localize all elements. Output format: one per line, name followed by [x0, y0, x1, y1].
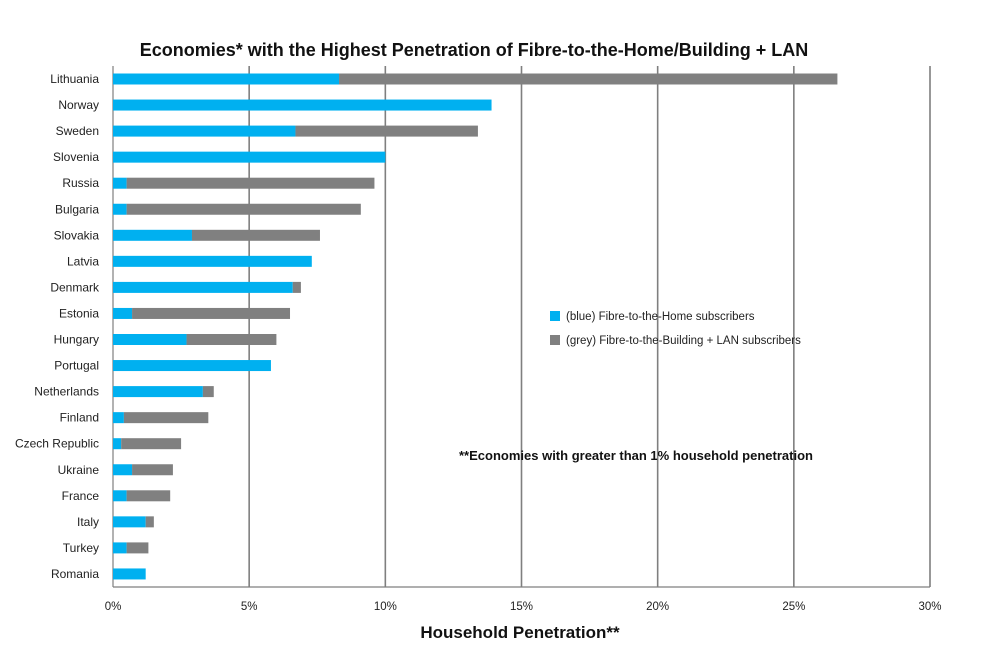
bar-hungary-fibre-building-lan	[186, 334, 277, 345]
x-tick-5: 5%	[241, 601, 258, 613]
bar-latvia-fibre-home	[113, 255, 312, 267]
category-label-france: France	[62, 489, 100, 503]
category-label-turkey: Turkey	[63, 541, 99, 555]
category-label-czech-republic: Czech Republic	[15, 437, 99, 451]
bar-netherlands-fibre-building-lan	[202, 386, 214, 398]
bar-denmark-fibre-building-lan	[292, 281, 301, 293]
legend-label-fibre-building-lan: (grey) Fibre-to-the-Building + LAN subsc…	[566, 335, 801, 347]
category-label-norway: Norway	[58, 98, 99, 112]
bar-ukraine-fibre-building-lan	[132, 464, 173, 476]
category-label-slovenia: Slovenia	[53, 150, 99, 164]
category-label-hungary: Hungary	[54, 333, 99, 347]
bar-finland-fibre-building-lan	[123, 412, 209, 424]
category-label-lithuania: Lithuania	[50, 72, 99, 86]
category-label-sweden: Sweden	[56, 124, 99, 138]
legend: (blue) Fibre-to-the-Home subscribers (gr…	[550, 311, 801, 347]
annotation-note: **Economies with greater than 1% househo…	[459, 448, 813, 463]
category-label-slovakia: Slovakia	[54, 228, 100, 242]
bar-portugal-fibre-home	[113, 360, 271, 372]
bar-slovakia-fibre-home	[113, 229, 192, 241]
bar-slovakia-fibre-building-lan	[191, 229, 320, 241]
x-tick-20: 20%	[646, 601, 669, 613]
bar-slovenia-fibre-home	[113, 151, 386, 163]
category-label-romania: Romania	[51, 567, 99, 581]
bar-italy-fibre-building-lan	[145, 516, 154, 528]
grid-lines	[112, 66, 931, 588]
bar-estonia-fibre-building-lan	[132, 307, 291, 319]
legend-swatch-fibre-building-lan	[550, 335, 560, 345]
bar-ukraine-fibre-home	[113, 464, 133, 476]
bar-finland-fibre-home	[113, 412, 124, 424]
legend-swatch-fibre-home	[550, 311, 560, 321]
bar-czech-republic-fibre-home	[113, 438, 122, 450]
bar-russia-fibre-building-lan	[126, 177, 375, 189]
bar-sweden-fibre-home	[113, 125, 296, 137]
bar-bulgaria-fibre-building-lan	[126, 203, 361, 215]
category-label-finland: Finland	[60, 411, 99, 425]
category-label-estonia: Estonia	[59, 306, 99, 320]
bar-italy-fibre-home	[113, 516, 146, 528]
category-label-italy: Italy	[77, 515, 99, 529]
x-tick-labels: 0% 5% 10% 15% 20% 25% 30%	[105, 601, 942, 613]
x-tick-0: 0%	[105, 601, 122, 613]
bar-denmark-fibre-home	[113, 281, 293, 293]
bar-sweden-fibre-building-lan	[295, 125, 478, 137]
x-tick-25: 25%	[782, 601, 805, 613]
bar-norway-fibre-home	[113, 99, 492, 111]
bar-lithuania-fibre-building-lan	[339, 73, 838, 85]
category-labels: Lithuania Norway Sweden Slovenia Russia Bulga…	[15, 72, 100, 581]
bars	[113, 73, 838, 580]
bar-netherlands-fibre-home	[113, 386, 203, 398]
category-label-latvia: Latvia	[67, 254, 99, 268]
chart-title: Economies* with the Highest Penetration …	[140, 40, 809, 60]
legend-label-fibre-home: (blue) Fibre-to-the-Home subscribers	[566, 311, 755, 323]
bar-turkey-fibre-building-lan	[126, 542, 149, 554]
category-label-russia: Russia	[62, 176, 99, 190]
bar-lithuania-fibre-home	[113, 73, 340, 85]
bar-bulgaria-fibre-home	[113, 203, 127, 215]
category-label-netherlands: Netherlands	[34, 385, 99, 399]
bar-france-fibre-home	[113, 490, 127, 502]
bar-estonia-fibre-home	[113, 307, 133, 319]
x-tick-30: 30%	[918, 601, 941, 613]
bar-turkey-fibre-home	[113, 542, 127, 554]
category-label-ukraine: Ukraine	[58, 463, 100, 477]
category-label-denmark: Denmark	[50, 280, 100, 294]
x-tick-15: 15%	[510, 601, 533, 613]
bar-france-fibre-building-lan	[126, 490, 171, 502]
x-axis-label: Household Penetration**	[420, 623, 620, 642]
category-label-portugal: Portugal	[54, 359, 99, 373]
x-tick-10: 10%	[374, 601, 397, 613]
bar-hungary-fibre-home	[113, 334, 187, 345]
category-label-bulgaria: Bulgaria	[55, 202, 99, 216]
bar-czech-republic-fibre-building-lan	[121, 438, 182, 450]
bar-romania-fibre-home	[113, 568, 146, 580]
bar-russia-fibre-home	[113, 177, 127, 189]
